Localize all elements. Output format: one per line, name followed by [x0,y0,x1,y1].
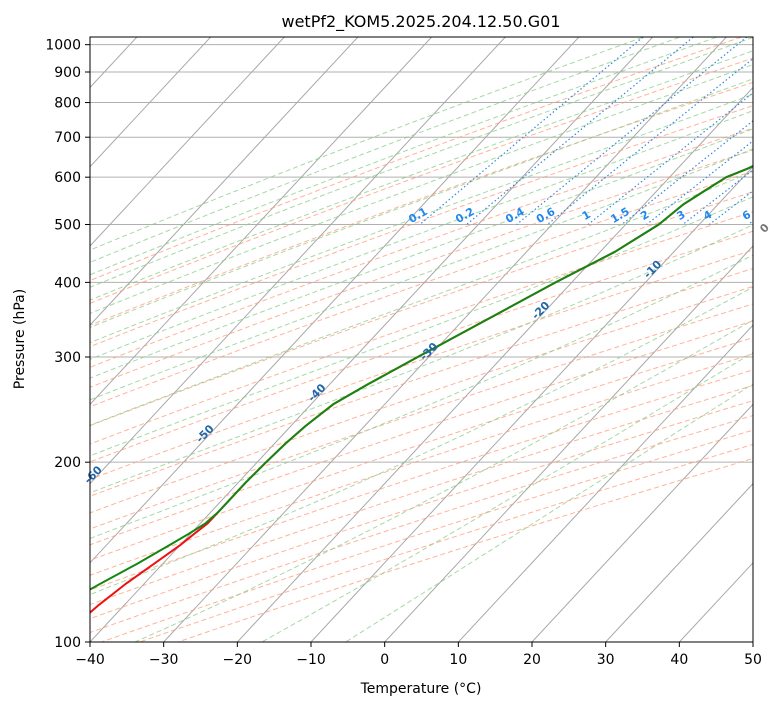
x-tick-label: 50 [744,652,762,668]
x-axis-label: Temperature (°C) [360,681,482,697]
y-tick-label: 500 [54,217,81,233]
y-tick-label: 600 [54,170,81,186]
y-axis-label: Pressure (hPa) [12,289,28,389]
chart-title: wetPf2_KOM5.2025.204.12.50.G01 [281,12,560,32]
y-tick-label: 1000 [45,38,81,54]
y-tick-label: 900 [54,65,81,81]
y-tick-label: 300 [54,350,81,366]
x-tick-label: 40 [670,652,688,668]
y-tick-label: 100 [54,635,81,651]
x-tick-label: −20 [223,652,253,668]
y-tick-label: 400 [54,275,81,291]
x-tick-label: −10 [296,652,326,668]
y-tick-label: 700 [54,130,81,146]
x-tick-label: 10 [449,652,467,668]
y-tick-label: 800 [54,96,81,112]
x-tick-label: 0 [380,652,389,668]
x-tick-label: −40 [75,652,105,668]
x-tick-label: 30 [597,652,615,668]
y-tick-label: 200 [54,455,81,471]
x-tick-label: 20 [523,652,541,668]
x-tick-label: −30 [149,652,179,668]
